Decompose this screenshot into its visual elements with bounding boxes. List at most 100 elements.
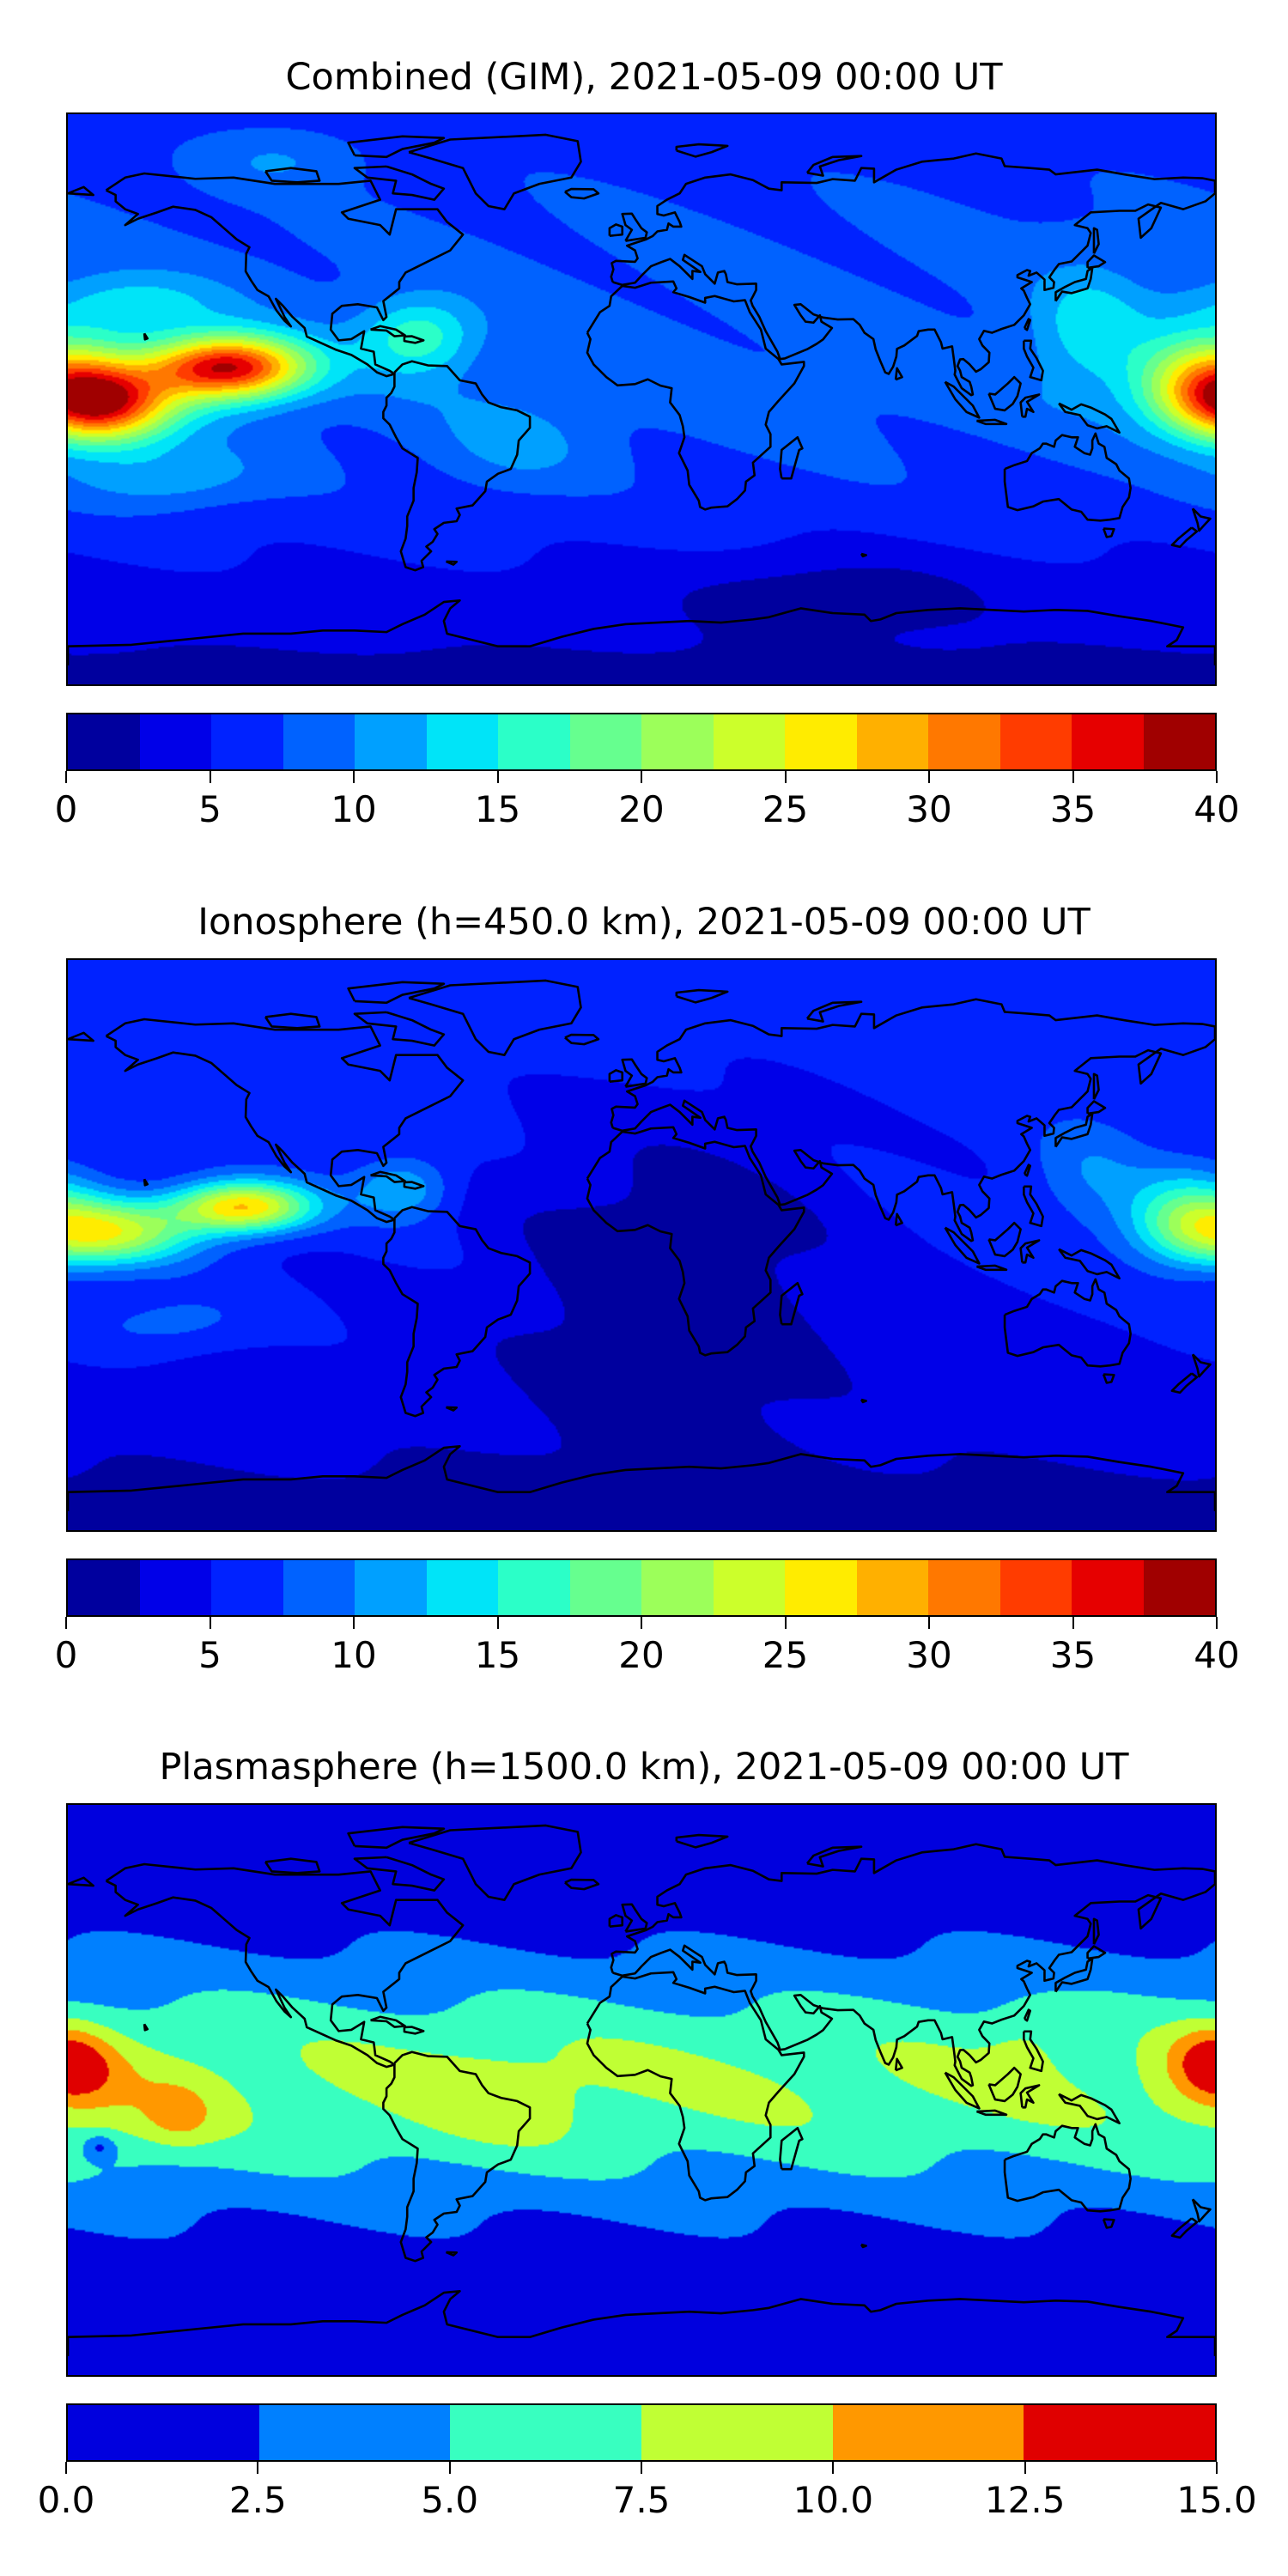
map-ionosphere [66,958,1217,1532]
colorbar-tick-mark [209,771,211,783]
colorbar-segment [1072,1560,1144,1615]
coastline-hokkaido [1088,1947,1105,1959]
coastline-svalbard [677,990,727,1002]
coastline-borneo [989,377,1021,410]
colorbar-tick-mark [448,2462,451,2474]
coastline-sri-lanka [896,2059,902,2070]
colorbar-combined [66,713,1217,771]
colorbar-segment [283,1560,355,1615]
coastline-greenland [409,1826,580,1900]
coastline-ellesmere [349,982,444,1003]
coastline-borneo [989,2068,1021,2101]
colorbar-tick-mark [641,771,642,783]
coastline-north-america [106,1019,464,1222]
colorbar-tick-mark [496,1617,499,1629]
colorbar-tick-mark [928,771,930,783]
colorbar-ionosphere [66,1558,1217,1617]
coastline-iceland [565,1880,598,1889]
coastline-kerguelen [861,554,866,556]
coastline-hawaii [144,2024,148,2030]
colorbar-tick-label: 40 [1194,1634,1240,1676]
coastline-greenland [409,135,580,210]
coastline-novaya-zemlya [807,1002,861,1022]
colorbar-segment [258,2405,451,2460]
coastline-ellesmere [349,1827,444,1848]
coastline-australia [1005,434,1131,520]
colorbar-segment [139,1560,211,1615]
map-combined [66,112,1217,686]
colorbar-tick-label: 0.0 [37,2479,95,2521]
colorbar-tick-label: 40 [1194,788,1240,830]
coastlines [68,1805,1215,2375]
coastline-hispaniola [404,337,423,343]
colorbar-segment [856,1560,928,1615]
coastline-sakhalin [1094,228,1099,254]
coastline-new-zealand-north [1193,1354,1210,1376]
colorbar-tick-mark [832,2462,835,2474]
colorbar-tick-label: 30 [906,1634,952,1676]
coastline-africa [587,282,804,510]
coastline-sulawesi [1021,1240,1040,1262]
colorbar-segment [785,1560,857,1615]
coastline-africa [587,1127,804,1356]
colorbar-tick-mark [1072,1617,1074,1629]
coastline-new-guinea [1059,404,1120,433]
coastline-antarctica [68,600,1215,665]
coastline-chukotka-east [68,187,94,195]
panel-title-combined: Combined (GIM), 2021-05-09 00:00 UT [285,56,1003,99]
colorbar-segment [426,1560,498,1615]
colorbar-segment [68,1560,140,1615]
colorbar-tick-label: 30 [906,788,952,830]
coastline-eurasia [611,1844,1215,2086]
coastline-sulawesi [1021,2085,1040,2107]
coastline-madagascar [780,1283,802,1324]
coastline-cuba [371,326,405,337]
colorbar-segment [856,714,928,769]
colorbar-segment [68,2405,259,2460]
colorbar-tick-mark [784,771,787,783]
colorbar-tick-mark [65,771,67,783]
coastline-south-america [383,1207,530,1416]
coastline-japan [1055,1959,1092,1992]
colorbar-segment [211,1560,283,1615]
coastline-madagascar [780,2128,802,2169]
colorbar-tick-label: 0 [54,1634,78,1676]
colorbar-tick-label: 5 [198,788,222,830]
coastline-baffin-island [355,1857,444,1891]
coastline-antarctica [68,2291,1215,2356]
coastline-sri-lanka [896,368,902,380]
coastline-sumatra [945,2073,980,2109]
panel-title-ionosphere: Ionosphere (h=450.0 km), 2021-05-09 00:0… [197,901,1091,944]
coastline-iceland [565,1035,598,1044]
colorbar-segment [641,1560,714,1615]
coastline-antarctica [68,1446,1215,1511]
coastline-chukotka-east [68,1033,94,1041]
coastline-novaya-zemlya [807,156,861,176]
coastline-hokkaido [1088,256,1105,268]
coastline-new-guinea [1059,2094,1120,2123]
colorbar-tick-mark [1072,771,1074,783]
coastline-japan [1055,268,1092,301]
colorbar-tick-label: 35 [1049,788,1097,830]
coastline-japan [1055,1114,1092,1147]
coastline-kerguelen [861,2245,866,2247]
coastline-hispaniola [404,1182,423,1189]
coastline-tasmania [1103,529,1114,538]
colorbar-tick-mark [257,2462,259,2474]
coastline-great-britain [623,1905,647,1932]
colorbar-segment [68,714,140,769]
colorbar-tick-label: 10.0 [793,2479,874,2521]
colorbar-tick-mark [209,1617,211,1629]
coastline-sulawesi [1021,394,1040,416]
coastline-sri-lanka [896,1214,902,1225]
colorbar-segment [355,714,427,769]
colorbar-tick-mark [496,771,499,783]
coastline-borneo [989,1223,1021,1256]
coastline-falklands [447,562,457,565]
coastline-new-zealand-north [1193,2199,1210,2221]
colorbar-tick-label: 10 [331,1634,377,1676]
colorbar-tick-label: 35 [1049,1634,1097,1676]
colorbar-tick-label: 5.0 [421,2479,479,2521]
coastline-new-zealand-south [1172,2218,1197,2238]
coastline-falklands [447,2252,457,2256]
